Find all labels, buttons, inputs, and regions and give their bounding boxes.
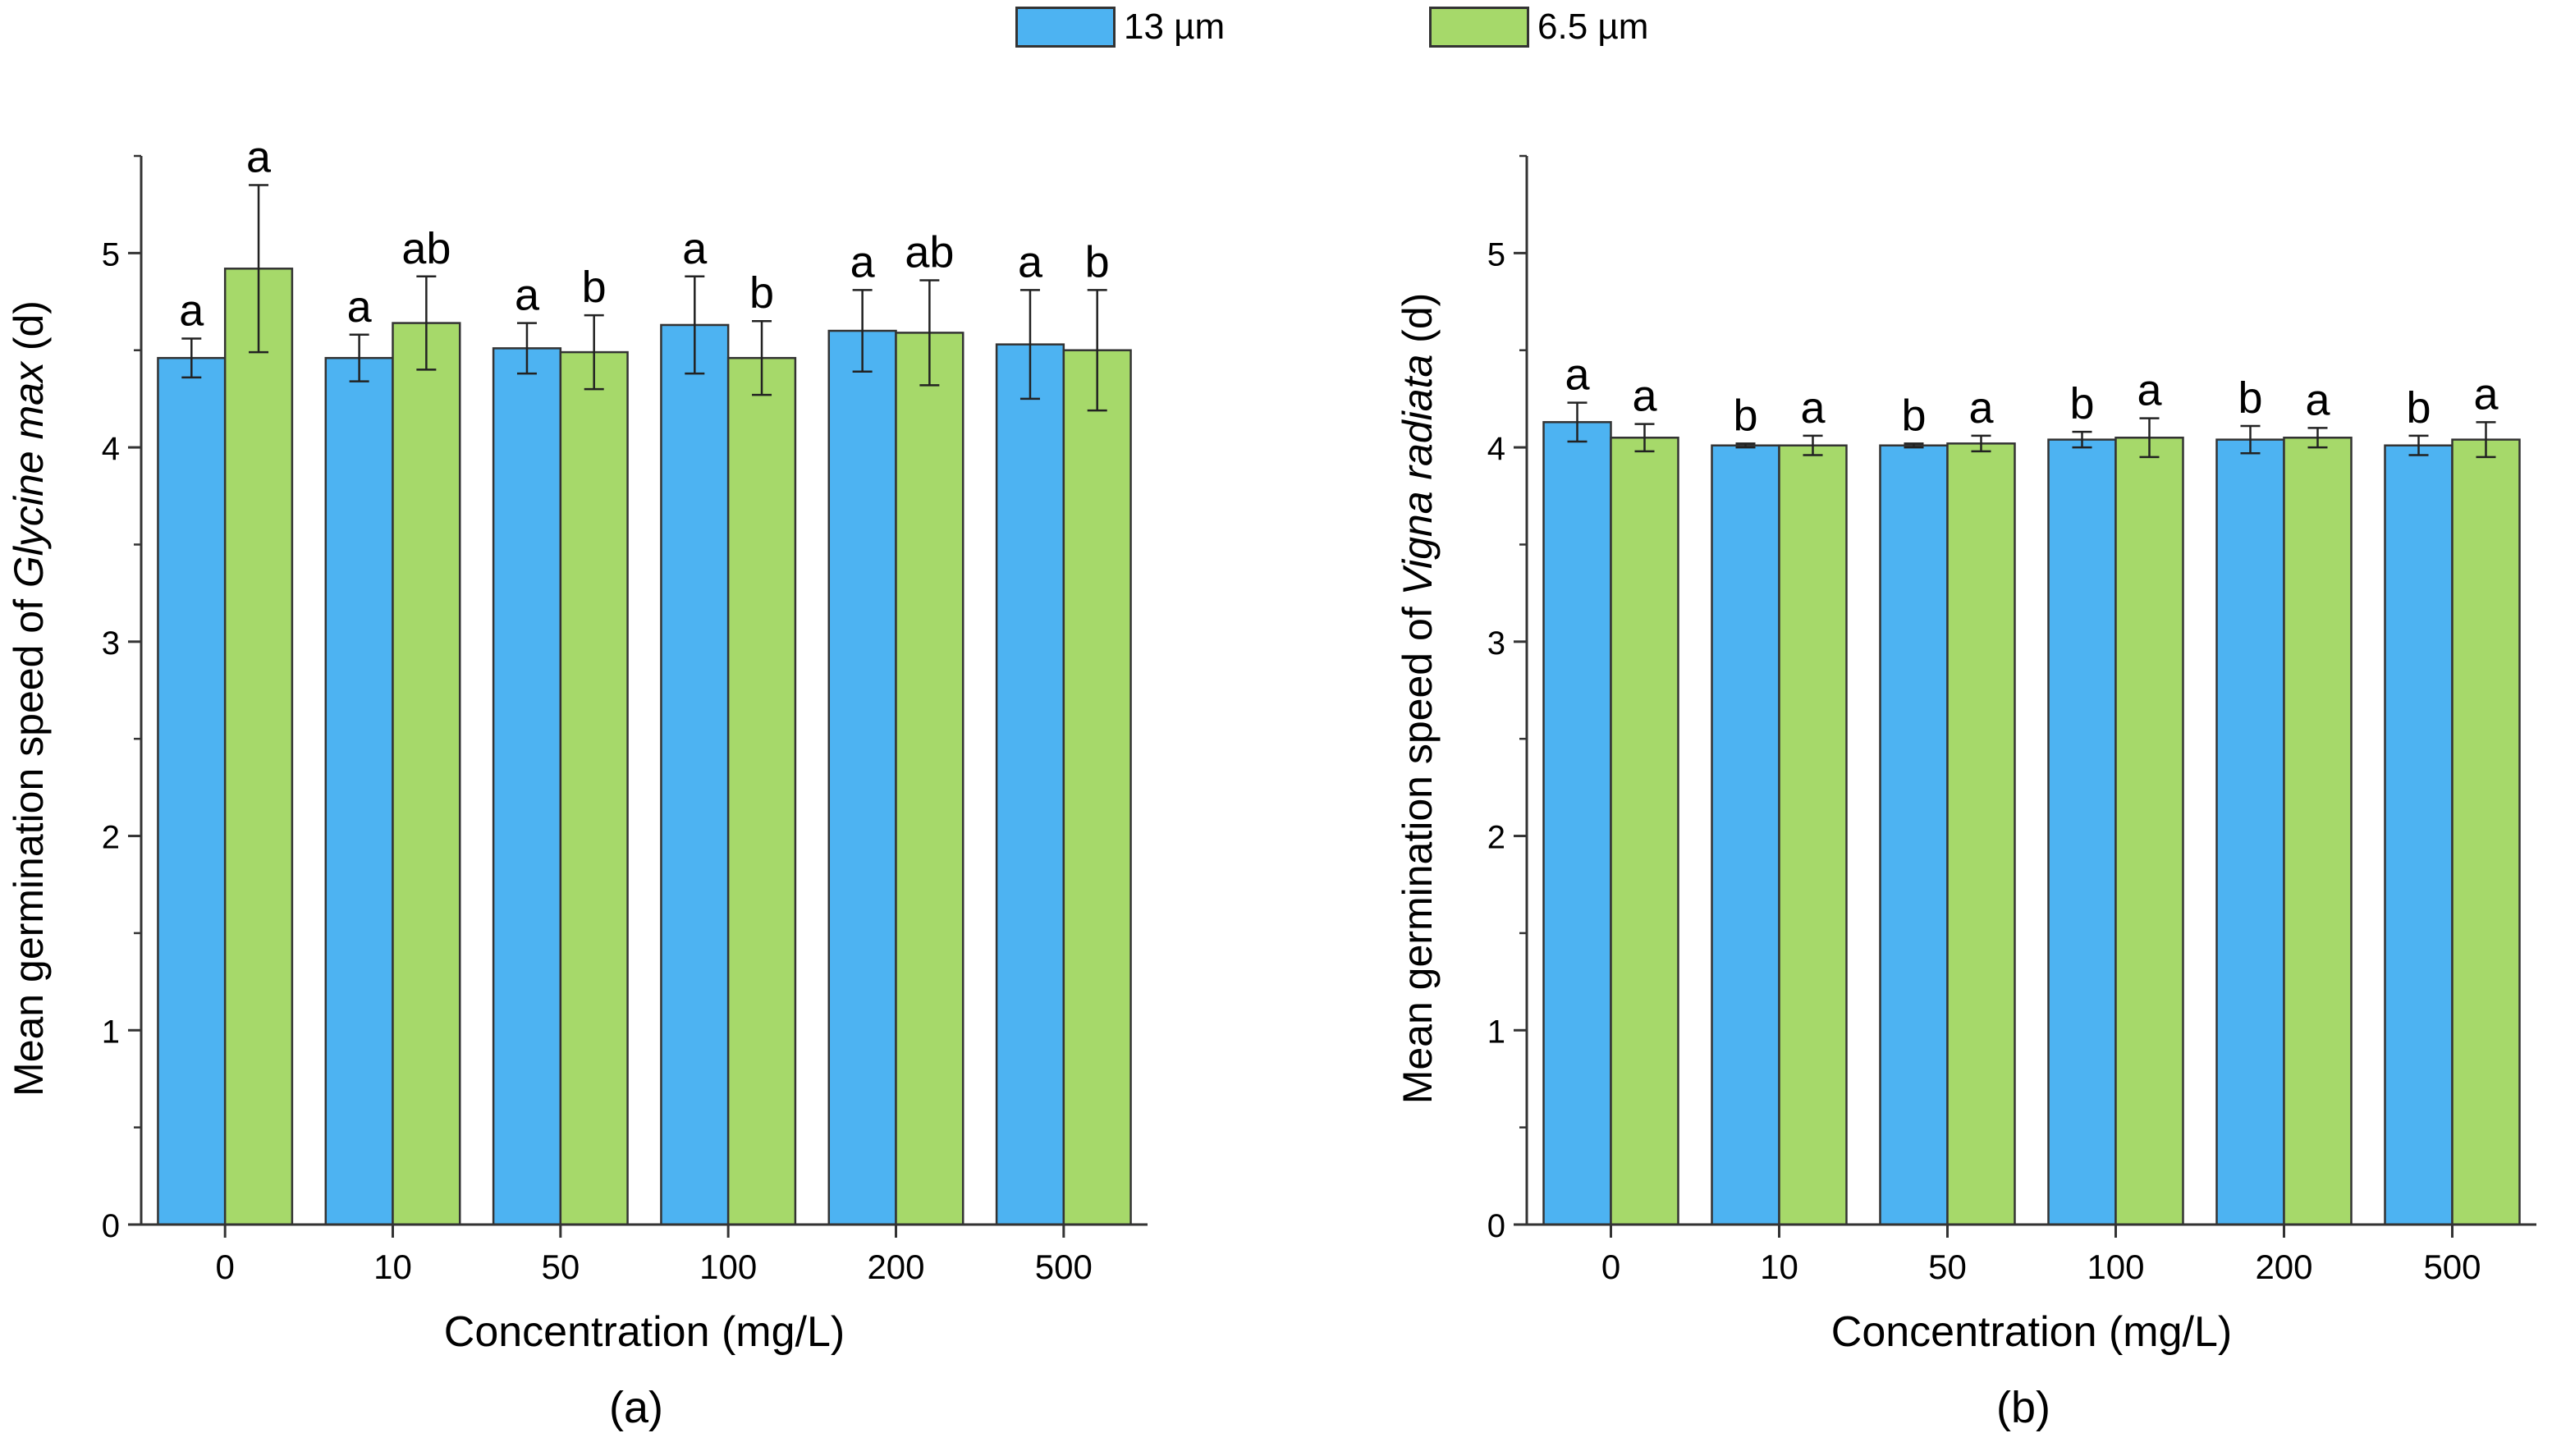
x-tick-label: 100 <box>2087 1248 2144 1286</box>
significance-letter-a-s0-200: a <box>850 237 876 286</box>
bar-a-s0-0 <box>157 356 227 1226</box>
significance-letter-a-s1-100: b <box>749 268 774 318</box>
bar-b-s1-100 <box>2114 437 2184 1226</box>
significance-letter-a-s1-0: a <box>246 133 272 182</box>
bar-b-s1-10 <box>1778 444 1848 1226</box>
panel-label: (b) <box>1996 1383 2050 1432</box>
bar-b-s0-0 <box>1542 421 1612 1226</box>
bar-b-s0-50 <box>1879 444 1949 1226</box>
significance-letter-b-s1-200: a <box>2305 375 2330 424</box>
bar-b-s1-0 <box>1610 437 1679 1226</box>
x-tick-label: 10 <box>373 1248 412 1286</box>
bar-b-s1-50 <box>1946 442 2016 1226</box>
y-tick-label: 2 <box>1487 820 1505 856</box>
significance-letter-a-s0-10: a <box>347 282 373 332</box>
bar-a-s0-100 <box>660 323 730 1226</box>
significance-letter-b-s0-200: b <box>2238 373 2262 423</box>
significance-letter-a-s1-500: b <box>1085 237 1110 286</box>
y-tick-label: 3 <box>1487 625 1505 662</box>
legend-item-13um: 13 µm <box>1015 7 1225 48</box>
significance-letter-b-s0-50: b <box>1901 391 1926 440</box>
y-tick-label: 1 <box>102 1014 120 1050</box>
x-tick-label: 50 <box>1928 1248 1967 1286</box>
x-axis-title: Concentration (mg/L) <box>1831 1308 2232 1356</box>
y-axis-title-suffix: (d) <box>6 300 52 362</box>
significance-letter-a-s0-500: a <box>1018 237 1043 286</box>
y-tick-label: 4 <box>1487 431 1505 467</box>
y-axis-title: Mean germination speed of Vigna radiata … <box>1395 293 1441 1105</box>
bar-a-s1-100 <box>726 356 797 1226</box>
x-tick-label: 500 <box>1035 1248 1093 1286</box>
bar-a-s1-10 <box>392 322 461 1226</box>
x-tick-label: 500 <box>2423 1248 2481 1286</box>
x-tick-label: 50 <box>541 1248 580 1286</box>
legend: 13 µm 6.5 µm <box>0 0 2552 57</box>
significance-letter-b-s1-50: a <box>1968 383 1994 433</box>
bar-b-s1-500 <box>2451 438 2521 1226</box>
x-tick-label: 200 <box>2255 1248 2312 1286</box>
bar-a-s1-0 <box>223 268 294 1226</box>
bar-b-s0-100 <box>2047 438 2117 1226</box>
x-tick-label: 10 <box>1760 1248 1798 1286</box>
legend-swatch-13um <box>1015 7 1116 48</box>
bar-a-s1-500 <box>1062 349 1132 1226</box>
legend-item-6-5um: 6.5 µm <box>1429 7 1648 48</box>
legend-label-13um: 13 µm <box>1124 7 1226 47</box>
significance-letter-b-s1-500: a <box>2473 369 2499 419</box>
y-tick-label: 1 <box>1487 1014 1505 1050</box>
significance-letter-b-s0-100: b <box>2069 379 2094 428</box>
y-tick-label: 2 <box>102 820 120 856</box>
bar-b-s0-500 <box>2384 444 2453 1226</box>
x-tick-label: 100 <box>699 1248 757 1286</box>
significance-letter-a-s0-0: a <box>179 286 204 336</box>
bar-a-s0-200 <box>827 329 897 1226</box>
significance-letter-a-s1-50: b <box>582 263 607 312</box>
bar-b-s0-10 <box>1711 444 1780 1226</box>
y-axis-title-species: Vigna radiata <box>1395 355 1441 596</box>
y-tick-label: 5 <box>102 236 120 272</box>
y-tick-label: 4 <box>102 431 120 467</box>
significance-letter-b-s0-500: b <box>2406 383 2431 433</box>
x-axis-title: Concentration (mg/L) <box>444 1308 845 1356</box>
bar-a-s0-50 <box>492 347 562 1226</box>
significance-letter-b-s1-100: a <box>2137 366 2162 415</box>
x-tick-label: 200 <box>867 1248 924 1286</box>
x-tick-label: 0 <box>215 1248 234 1286</box>
y-tick-label: 3 <box>102 625 120 662</box>
y-tick-label: 5 <box>1487 236 1505 272</box>
significance-letter-a-s1-200: ab <box>905 228 954 277</box>
significance-letter-a-s0-50: a <box>515 271 540 320</box>
bar-a-s0-500 <box>995 343 1065 1226</box>
significance-letter-a-s0-100: a <box>682 224 708 273</box>
y-axis-title-prefix: Mean germination speed of <box>6 588 52 1097</box>
y-axis-title-prefix: Mean germination speed of <box>1395 595 1441 1104</box>
y-tick-label: 0 <box>102 1208 120 1244</box>
legend-swatch-6-5um <box>1429 7 1529 48</box>
bar-a-s0-10 <box>324 356 394 1226</box>
y-axis-title-suffix: (d) <box>1395 293 1441 355</box>
panel-label: (a) <box>609 1383 663 1432</box>
y-axis-title: Mean germination speed of Glycine max (d… <box>6 300 52 1097</box>
bar-b-s1-200 <box>2283 437 2353 1226</box>
legend-label-6-5um: 6.5 µm <box>1537 7 1649 47</box>
y-tick-label: 0 <box>1487 1208 1505 1244</box>
bar-b-s0-200 <box>2215 438 2285 1226</box>
x-tick-label: 0 <box>1601 1248 1620 1286</box>
significance-letter-a-s1-10: ab <box>401 224 451 273</box>
significance-letter-b-s1-10: a <box>1800 383 1826 433</box>
significance-letter-b-s1-0: a <box>1632 372 1657 421</box>
y-axis-title-species: Glycine max <box>6 360 52 588</box>
bar-a-s1-50 <box>559 350 629 1226</box>
bar-a-s1-200 <box>895 332 964 1226</box>
significance-letter-b-s0-0: a <box>1565 350 1590 400</box>
significance-letter-b-s0-10: b <box>1733 391 1757 440</box>
